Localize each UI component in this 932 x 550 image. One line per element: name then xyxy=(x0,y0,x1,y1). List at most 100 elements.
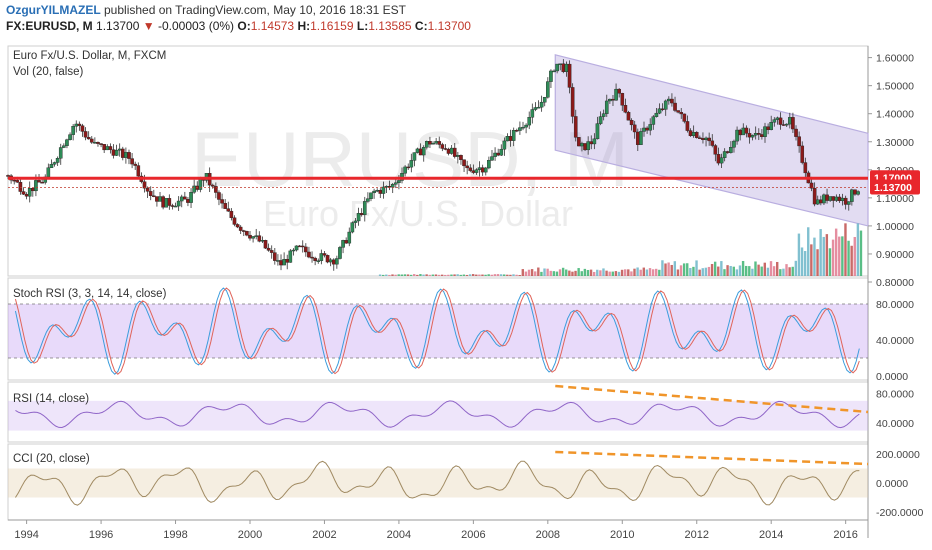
candle-body xyxy=(617,88,621,94)
candle-body xyxy=(515,130,519,132)
time-tick-label: 1998 xyxy=(163,529,187,541)
candle-body xyxy=(40,182,44,184)
username-link[interactable]: OzgurYILMAZEL xyxy=(6,3,101,17)
volume-bar xyxy=(673,261,677,276)
candle-body xyxy=(198,179,203,190)
candle-body xyxy=(248,234,252,239)
candle-body xyxy=(409,160,414,168)
volume-bar xyxy=(856,223,860,276)
candle-body xyxy=(707,137,711,142)
candle-body xyxy=(834,196,839,201)
candle-body xyxy=(530,109,535,118)
candle-body xyxy=(511,130,516,141)
candle-body xyxy=(170,205,175,207)
candle-body xyxy=(449,147,454,154)
candle-body xyxy=(542,96,547,103)
cci-tick-label: 0.0000 xyxy=(876,478,908,490)
candle-body xyxy=(710,140,715,146)
candle-body xyxy=(431,142,435,145)
volume-bar xyxy=(850,245,853,276)
candle-body xyxy=(651,116,656,125)
volume-bar xyxy=(642,267,646,276)
rsi-pane[interactable] xyxy=(7,381,869,443)
volume-bar xyxy=(509,274,512,276)
candle-body xyxy=(725,151,730,153)
price-tick-label: 1.50000 xyxy=(876,81,914,93)
candle-body xyxy=(567,63,572,88)
candle-body xyxy=(297,245,302,248)
volume-bar xyxy=(785,264,788,276)
volume-bar xyxy=(534,271,537,276)
candle-body xyxy=(406,166,411,169)
candle-body xyxy=(273,252,277,261)
candle-body xyxy=(846,201,851,205)
candle-body xyxy=(459,155,463,160)
candle-body xyxy=(570,87,575,117)
volume-bar xyxy=(413,274,416,276)
candle-body xyxy=(148,191,153,196)
volume-bar xyxy=(844,223,847,276)
candle-body xyxy=(468,167,473,171)
cci-trendline[interactable] xyxy=(555,450,869,466)
down-arrow-icon: ▼ xyxy=(142,19,155,33)
volume-bar xyxy=(741,260,745,276)
volume-bar xyxy=(651,269,655,276)
volume-bar xyxy=(596,269,599,276)
close-value: 1.13700 xyxy=(427,19,471,33)
candle-body xyxy=(186,199,190,203)
cci-pane[interactable] xyxy=(7,443,869,521)
candle-body xyxy=(397,180,401,183)
time-tick-label: 2006 xyxy=(461,529,485,541)
volume-bar xyxy=(633,268,636,276)
volume-bar xyxy=(493,274,497,276)
candle-body xyxy=(304,246,308,253)
candle-body xyxy=(167,198,172,206)
volume-bar xyxy=(400,274,404,276)
volume-bar xyxy=(422,274,425,276)
volume-bar xyxy=(679,265,683,276)
volume-bar xyxy=(409,274,413,276)
candle-body xyxy=(418,148,423,156)
candle-body xyxy=(49,164,54,168)
candle-body xyxy=(307,251,311,258)
candle-body xyxy=(325,255,330,263)
candle-body xyxy=(111,149,116,156)
volume-bar xyxy=(766,267,770,276)
candle-body xyxy=(763,126,767,137)
candle-body xyxy=(456,155,460,157)
volume-bar xyxy=(589,269,593,276)
candle-body xyxy=(490,156,494,161)
candle-body xyxy=(338,247,342,259)
candle-body xyxy=(328,259,333,263)
candle-body xyxy=(93,141,97,144)
stoch-rsi-pane[interactable] xyxy=(7,277,869,381)
volume-bar xyxy=(431,274,435,276)
volume-bar xyxy=(841,236,844,276)
candle-body xyxy=(158,196,162,202)
stoch-tick-label: 0.0000 xyxy=(876,371,908,383)
volume-bar xyxy=(726,265,729,276)
volume-bar xyxy=(487,274,490,276)
volume-bar xyxy=(419,274,422,276)
candle-body xyxy=(89,138,94,143)
candle-body xyxy=(741,127,746,136)
rsi-trendline[interactable] xyxy=(555,384,869,414)
candle-body xyxy=(335,258,339,265)
candle-body xyxy=(601,113,606,117)
open-value: 1.14573 xyxy=(250,19,295,33)
candle-body xyxy=(155,196,159,202)
volume-bar xyxy=(853,236,856,276)
candle-body xyxy=(245,231,249,236)
candle-body xyxy=(331,259,336,265)
volume-bar xyxy=(416,274,419,276)
symbol-label[interactable]: FX:EURUSD, M xyxy=(6,19,93,33)
last-price-badge: 1.13700 xyxy=(874,182,912,194)
last-price-badge-bg xyxy=(870,179,920,195)
candle-body xyxy=(366,198,370,202)
candle-body xyxy=(657,108,662,114)
candle-body xyxy=(446,148,451,154)
volume-bar xyxy=(456,274,459,276)
candle-body xyxy=(440,144,445,149)
volume-bar xyxy=(599,270,602,276)
